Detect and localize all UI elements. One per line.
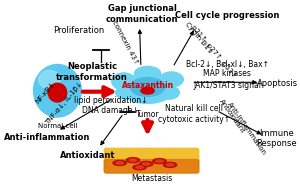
Text: Normal cell: Normal cell xyxy=(38,123,77,129)
Ellipse shape xyxy=(140,161,153,167)
Ellipse shape xyxy=(158,86,179,99)
Ellipse shape xyxy=(136,166,143,169)
Text: p21↑, p27↑, p53↑: p21↑, p27↑, p53↑ xyxy=(190,24,238,79)
Text: Astaxanthin: Astaxanthin xyxy=(122,81,174,90)
Text: TNF-α↓, IL-1β↓: TNF-α↓, IL-1β↓ xyxy=(44,80,84,125)
Ellipse shape xyxy=(164,162,177,167)
Text: Neoplastic
transformation: Neoplastic transformation xyxy=(56,62,128,82)
Text: Cyclin D1↓: Cyclin D1↓ xyxy=(184,21,214,55)
Ellipse shape xyxy=(48,83,67,102)
Ellipse shape xyxy=(141,88,154,94)
Text: lipid peroxidation↓
DNA damage↓: lipid peroxidation↓ DNA damage↓ xyxy=(74,96,147,115)
Text: Metastasis: Metastasis xyxy=(131,174,172,183)
Ellipse shape xyxy=(116,86,137,99)
Text: connexin 43↑: connexin 43↑ xyxy=(111,20,139,66)
Text: Gap junctional
communication: Gap junctional communication xyxy=(106,4,178,23)
Ellipse shape xyxy=(116,162,123,164)
Ellipse shape xyxy=(160,72,183,87)
Text: Proliferation: Proliferation xyxy=(53,26,104,35)
Text: Anti-inflammation: Anti-inflammation xyxy=(226,101,268,156)
Text: Apoptosis: Apoptosis xyxy=(257,79,298,88)
Text: Anti-inflammation: Anti-inflammation xyxy=(4,133,90,142)
Ellipse shape xyxy=(133,165,146,170)
Ellipse shape xyxy=(153,159,166,164)
Ellipse shape xyxy=(130,78,165,96)
Ellipse shape xyxy=(39,70,60,89)
Ellipse shape xyxy=(156,160,163,162)
Text: NF-κB↓: NF-κB↓ xyxy=(35,81,56,105)
Text: Cell cycle progression: Cell cycle progression xyxy=(175,11,279,20)
Ellipse shape xyxy=(34,64,81,117)
Ellipse shape xyxy=(129,159,137,161)
Text: Antioxidant: Antioxidant xyxy=(218,98,246,134)
FancyBboxPatch shape xyxy=(104,160,199,173)
Text: Tumor: Tumor xyxy=(136,110,159,119)
Ellipse shape xyxy=(167,163,174,166)
Ellipse shape xyxy=(142,163,150,165)
FancyBboxPatch shape xyxy=(104,148,199,173)
Ellipse shape xyxy=(113,160,126,166)
Ellipse shape xyxy=(126,158,140,163)
Text: MAP kinases: MAP kinases xyxy=(203,69,251,78)
Text: Antioxidant: Antioxidant xyxy=(60,151,116,160)
Text: Natural kill cell
cytotoxic activity↑: Natural kill cell cytotoxic activity↑ xyxy=(158,105,230,124)
Ellipse shape xyxy=(112,73,136,90)
Ellipse shape xyxy=(121,74,174,103)
Text: JAK1/STAT3 signal: JAK1/STAT3 signal xyxy=(193,81,261,90)
Text: Bcl-2↓, Bcl-xl↓, Bax↑: Bcl-2↓, Bcl-xl↓, Bax↑ xyxy=(186,60,268,69)
Ellipse shape xyxy=(134,66,161,81)
Text: Immune
Response: Immune Response xyxy=(256,129,296,148)
